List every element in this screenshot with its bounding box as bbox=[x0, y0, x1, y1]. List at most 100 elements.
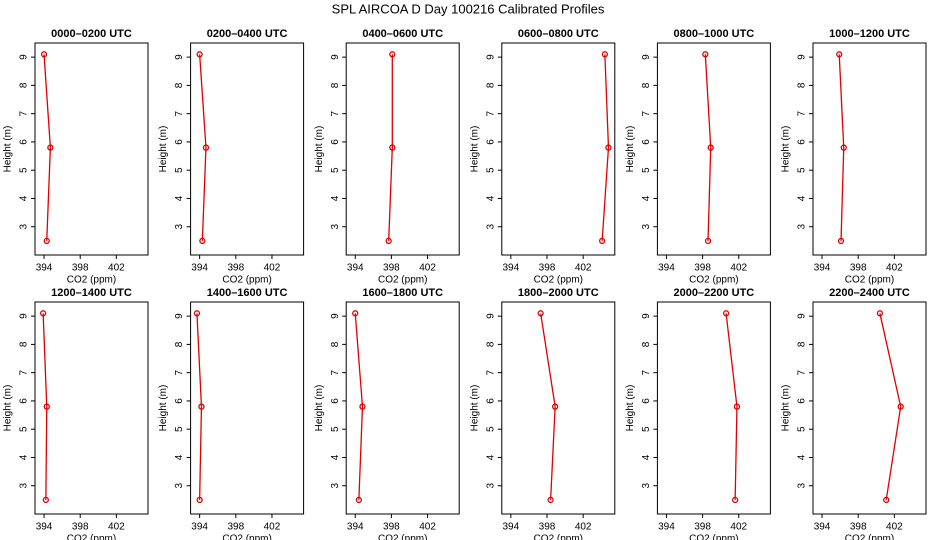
y-axis-label: Height (m) bbox=[3, 126, 14, 173]
y-tick-label: 4 bbox=[174, 454, 185, 460]
profile-line bbox=[838, 54, 845, 241]
data-point bbox=[389, 144, 396, 151]
y-tick-label: 5 bbox=[641, 426, 652, 432]
panel-title: 0400–0600 UTC bbox=[362, 28, 443, 40]
y-tick-label: 6 bbox=[641, 139, 652, 145]
data-point bbox=[196, 496, 203, 504]
y-tick-label: 7 bbox=[641, 369, 652, 375]
data-point bbox=[883, 496, 890, 504]
x-tick-label: 402 bbox=[886, 263, 903, 274]
y-tick-label: 3 bbox=[19, 224, 30, 230]
y-tick-label: 5 bbox=[485, 167, 496, 173]
data-point bbox=[702, 51, 709, 58]
data-point bbox=[355, 496, 363, 504]
data-point bbox=[547, 496, 554, 504]
y-tick-label: 7 bbox=[19, 110, 30, 116]
y-tick-label: 4 bbox=[485, 454, 496, 460]
data-point bbox=[837, 237, 845, 245]
x-axis-label: CO2 (ppm) bbox=[689, 534, 738, 540]
data-point bbox=[352, 310, 359, 317]
x-tick-label: 394 bbox=[502, 522, 519, 533]
data-point bbox=[605, 144, 612, 151]
panel: 0200–0400 UTC Height (m) CO2 (ppm) 3 4 5 6 7 8 9 3… bbox=[158, 28, 305, 286]
x-tick-label: 402 bbox=[575, 522, 592, 533]
x-tick-label: 394 bbox=[36, 263, 53, 274]
y-tick-label: 4 bbox=[19, 454, 30, 460]
y-tick-label: 9 bbox=[797, 313, 808, 319]
data-point bbox=[193, 310, 201, 317]
y-tick-label: 9 bbox=[174, 313, 185, 319]
x-axis-label: CO2 (ppm) bbox=[845, 275, 894, 286]
y-axis-label: Height (m) bbox=[314, 126, 325, 173]
y-tick-label: 4 bbox=[19, 195, 30, 201]
x-tick-label: 402 bbox=[575, 263, 592, 274]
data-point bbox=[389, 51, 396, 58]
y-axis-label: Height (m) bbox=[3, 385, 14, 432]
y-tick-label: 8 bbox=[485, 82, 496, 88]
plot-frame bbox=[190, 301, 305, 515]
y-axis-label: Height (m) bbox=[781, 126, 792, 173]
y-axis-label: Height (m) bbox=[625, 385, 636, 432]
panel-title: 1600–1800 UTC bbox=[362, 287, 443, 299]
x-tick-label: 402 bbox=[886, 522, 903, 533]
y-tick-label: 9 bbox=[485, 313, 496, 319]
y-tick-label: 9 bbox=[174, 54, 185, 60]
x-tick-label: 394 bbox=[658, 263, 675, 274]
y-tick-label: 7 bbox=[797, 110, 808, 116]
y-tick-label: 6 bbox=[797, 398, 808, 404]
y-tick-label: 3 bbox=[174, 224, 185, 230]
y-tick-label: 6 bbox=[19, 398, 30, 404]
y-tick-label: 4 bbox=[485, 195, 496, 201]
x-tick-label: 394 bbox=[502, 263, 519, 274]
data-point bbox=[359, 403, 366, 410]
y-tick-label: 7 bbox=[330, 110, 341, 116]
y-axis-label: Height (m) bbox=[469, 126, 480, 173]
x-tick-label: 398 bbox=[539, 263, 556, 274]
y-tick-label: 7 bbox=[174, 110, 185, 116]
data-point bbox=[598, 237, 606, 245]
y-tick-label: 7 bbox=[19, 369, 30, 375]
y-tick-label: 3 bbox=[485, 483, 496, 489]
y-tick-label: 6 bbox=[174, 398, 185, 404]
panel: 0800–1000 UTC Height (m) CO2 (ppm) 3 4 5 6 7 8 9 3… bbox=[625, 28, 771, 286]
x-tick-label: 394 bbox=[658, 522, 675, 533]
data-point bbox=[840, 144, 847, 151]
data-point bbox=[551, 403, 559, 410]
panel-title: 0800–1000 UTC bbox=[674, 28, 755, 40]
plot-frame bbox=[812, 301, 927, 515]
x-tick-label: 394 bbox=[814, 522, 831, 533]
profile-line bbox=[354, 313, 364, 500]
x-tick-label: 394 bbox=[347, 263, 364, 274]
y-tick-label: 3 bbox=[641, 224, 652, 230]
plot-frame bbox=[656, 301, 771, 515]
plot-frame bbox=[501, 42, 616, 256]
x-axis-label: CO2 (ppm) bbox=[689, 275, 738, 286]
y-tick-label: 6 bbox=[485, 139, 496, 145]
y-tick-label: 4 bbox=[641, 454, 652, 460]
panel: 1800–2000 UTC Height (m) CO2 (ppm) 3 4 5 6 7 8 9 3… bbox=[469, 287, 616, 540]
y-tick-label: 4 bbox=[330, 454, 341, 460]
panel: 0600–0800 UTC Height (m) CO2 (ppm) 3 4 5 6 7 8 9 3… bbox=[469, 28, 616, 286]
x-axis-label: CO2 (ppm) bbox=[67, 534, 116, 540]
x-tick-label: 402 bbox=[730, 522, 747, 533]
plot-frame bbox=[34, 301, 149, 515]
y-tick-label: 5 bbox=[174, 167, 185, 173]
panel: 0400–0600 UTC Height (m) CO2 (ppm) 3 4 5 6 7 8 9 3… bbox=[314, 28, 460, 286]
x-tick-label: 402 bbox=[264, 263, 281, 274]
figure-title: SPL AIRCOA D Day 100216 Calibrated Profi… bbox=[332, 1, 605, 16]
y-tick-label: 5 bbox=[19, 167, 30, 173]
y-tick-label: 6 bbox=[19, 139, 30, 145]
y-tick-label: 7 bbox=[330, 369, 341, 375]
y-tick-label: 3 bbox=[485, 224, 496, 230]
y-tick-label: 3 bbox=[797, 483, 808, 489]
x-axis-label: CO2 (ppm) bbox=[67, 275, 116, 286]
y-tick-label: 9 bbox=[641, 313, 652, 319]
y-tick-label: 5 bbox=[330, 426, 341, 432]
panel: 1400–1600 UTC Height (m) CO2 (ppm) 3 4 5 6 7 8 9 3… bbox=[158, 287, 305, 540]
x-tick-label: 398 bbox=[694, 522, 711, 533]
panel-title: 1400–1600 UTC bbox=[207, 287, 288, 299]
x-tick-label: 398 bbox=[383, 522, 400, 533]
y-tick-label: 9 bbox=[19, 313, 30, 319]
panel-title: 2200–2400 UTC bbox=[829, 287, 910, 299]
